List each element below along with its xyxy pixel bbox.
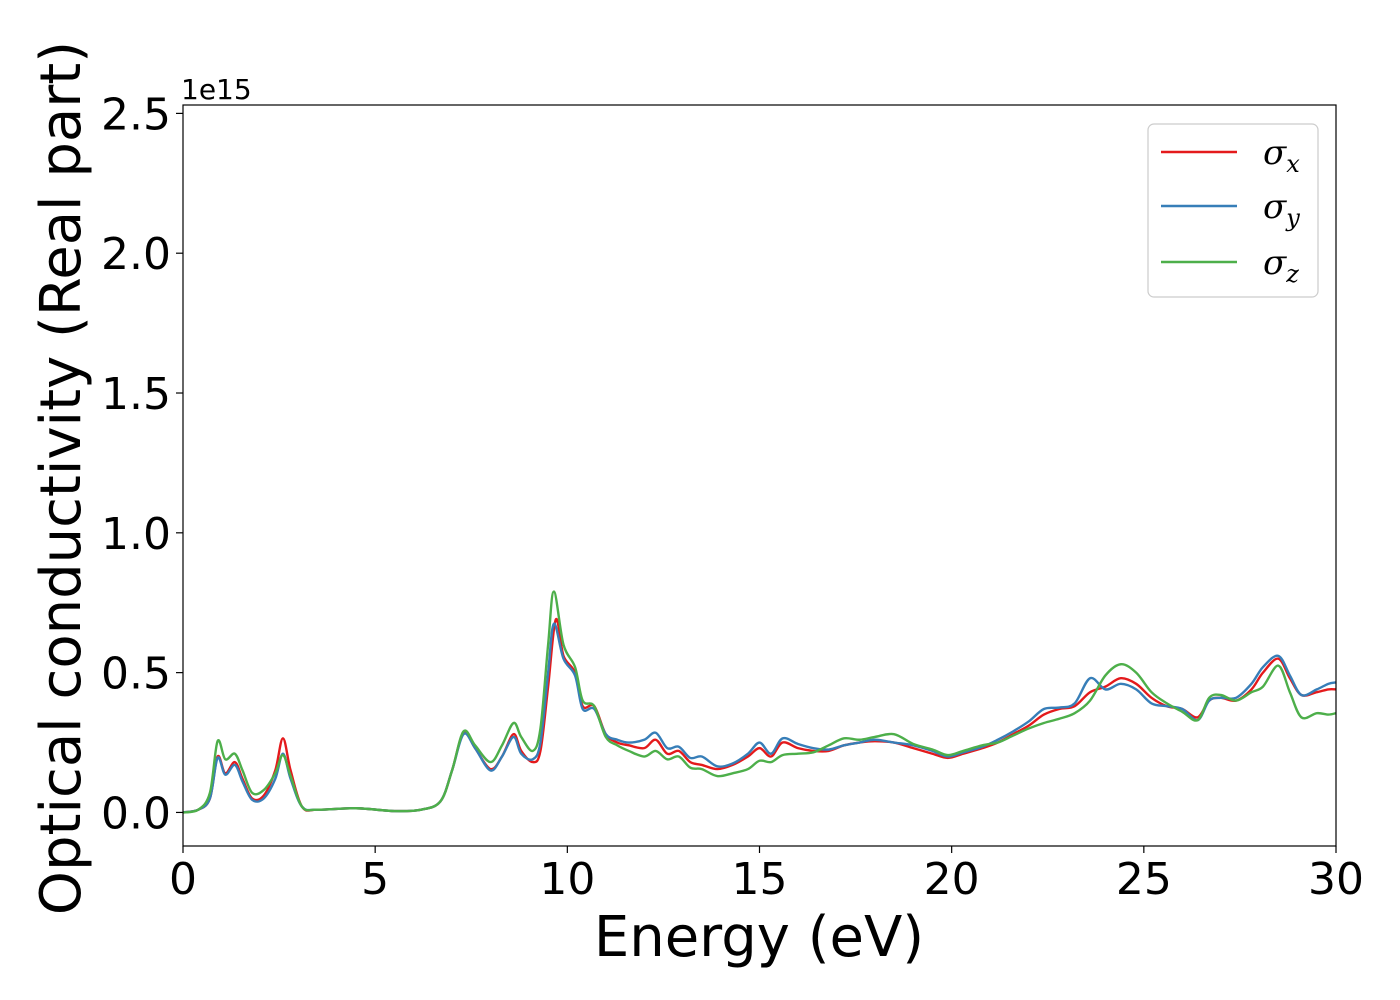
legend-subscript: y (1285, 204, 1300, 232)
x-tick-label: 30 (1308, 854, 1364, 905)
y-offset-label: 1e15 (181, 73, 252, 106)
y-tick-label: 2.0 (101, 229, 171, 280)
legend-symbol: σ (1263, 133, 1287, 173)
x-tick-label: 20 (924, 854, 980, 905)
x-tick-label: 15 (732, 854, 788, 905)
legend-label-z: σz (1263, 243, 1299, 288)
legend-symbol: σ (1263, 243, 1287, 283)
legend-subscript: x (1286, 150, 1300, 178)
y-tick-label: 0.5 (101, 649, 171, 700)
y-tick-label: 0.0 (101, 788, 171, 839)
x-axis: 0 5 10 15 20 25 30 (169, 846, 1364, 905)
y-axis: 0.0 0.5 1.0 1.5 2.0 2.5 (101, 89, 183, 839)
legend-label-y: σy (1263, 187, 1300, 232)
legend-symbol: σ (1263, 187, 1287, 227)
series-line-z (183, 590, 1336, 814)
series-line-x (183, 618, 1336, 814)
legend-label-x: σx (1263, 133, 1300, 178)
series-layer (183, 590, 1336, 814)
x-tick-label: 0 (169, 854, 197, 905)
y-tick-label: 1.0 (101, 509, 171, 560)
y-axis-label: Optical conductivity (Real part) (29, 41, 94, 915)
x-tick-label: 5 (361, 854, 389, 905)
x-tick-label: 25 (1116, 854, 1172, 905)
legend-subscript: z (1285, 260, 1299, 288)
y-tick-label: 2.5 (101, 89, 171, 140)
x-axis-label: Energy (eV) (594, 905, 924, 970)
legend-box (1147, 123, 1319, 298)
y-tick-label: 1.5 (101, 369, 171, 420)
x-tick-label: 10 (539, 854, 595, 905)
series-line-y (183, 622, 1336, 814)
